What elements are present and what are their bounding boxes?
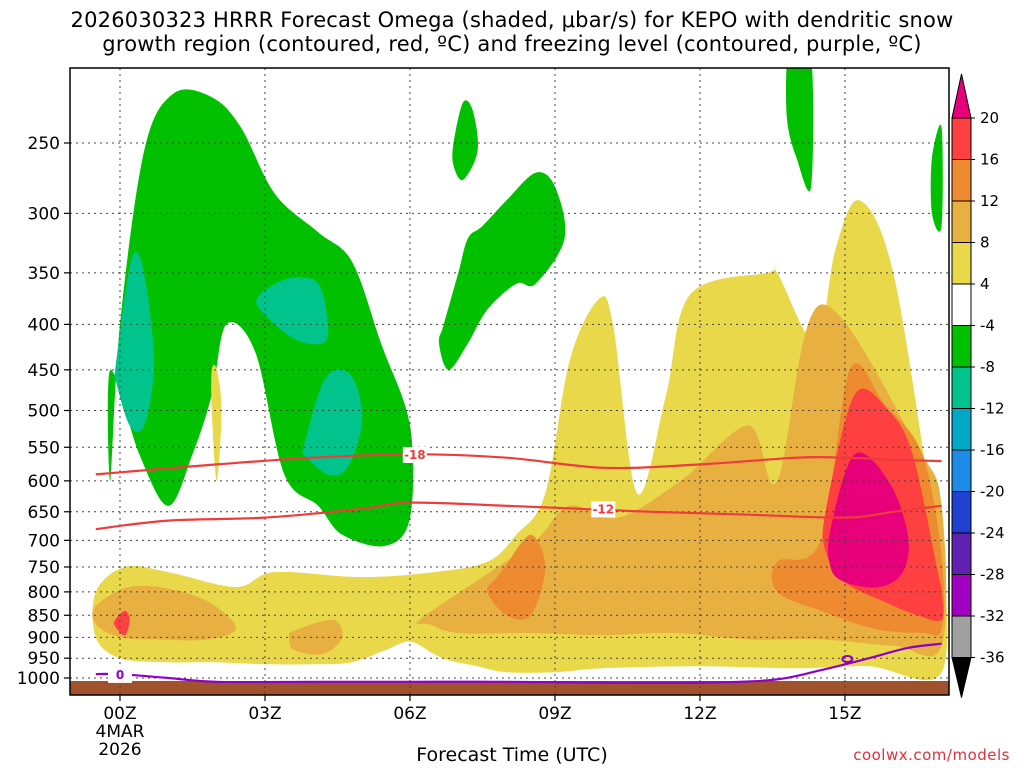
chart-title-line-1: 2026030323 HRRR Forecast Omega (shaded, … <box>70 8 954 32</box>
colorbar-swatch <box>951 408 972 451</box>
y-tick-label: 850 <box>28 606 60 626</box>
omega-region <box>256 277 329 345</box>
chart-title-line-2: growth region (contoured, red, ºC) and f… <box>102 32 922 56</box>
colorbar-label: -4 <box>980 317 995 335</box>
colorbar-label: -36 <box>980 649 1005 667</box>
colorbar-swatch <box>951 242 972 285</box>
y-tick-label: 400 <box>28 315 60 335</box>
omega-region <box>113 251 154 433</box>
isotherm-label: -18 <box>404 448 426 462</box>
omega-region <box>487 534 546 620</box>
y-tick-label: 800 <box>28 583 60 603</box>
y-tick-label: 1000 <box>17 669 60 689</box>
colorbar-swatch <box>951 325 972 368</box>
omega-region <box>114 610 130 636</box>
plot-frame <box>69 67 950 696</box>
omega-region <box>288 619 343 655</box>
x-tick-label: 03Z <box>248 704 281 724</box>
omega-region <box>786 68 814 192</box>
colorbar-label: -24 <box>980 524 1005 542</box>
colorbar-label: -16 <box>980 441 1005 459</box>
isotherm-line <box>95 501 942 531</box>
y-tick-label: 350 <box>28 264 60 284</box>
omega-region <box>211 364 222 481</box>
y-tick-label: 550 <box>28 438 60 458</box>
colorbar-label: -32 <box>980 607 1005 625</box>
x-axis-label: Forecast Time (UTC) <box>416 744 608 766</box>
y-tick-label: 300 <box>28 204 60 224</box>
colorbar-swatch <box>951 615 972 658</box>
omega-region <box>452 100 479 181</box>
colorbar-swatch <box>951 532 972 575</box>
x-tick-label: 06Z <box>393 704 426 724</box>
omega-region <box>930 124 943 232</box>
isotherm-label-bg <box>402 446 427 463</box>
x-tick-label: 09Z <box>538 704 571 724</box>
isotherm-label: 0 <box>116 668 124 682</box>
omega-region <box>827 452 909 588</box>
isotherm-label: -12 <box>592 502 614 516</box>
colorbar-swatch <box>951 159 972 202</box>
isotherm-line <box>95 453 942 476</box>
credit-text[interactable]: coolwx.com/models <box>853 746 1010 764</box>
colorbar-swatch <box>951 117 972 160</box>
colorbar-bottom-triangle <box>951 657 972 698</box>
colorbar-swatch <box>951 366 972 409</box>
isotherm-label-bg <box>108 666 132 683</box>
y-tick-label: 500 <box>28 402 60 422</box>
colorbar-swatch <box>951 491 972 534</box>
y-tick-label: 650 <box>28 503 60 523</box>
colorbar-label: -20 <box>980 483 1005 501</box>
colorbar-swatch <box>951 283 972 326</box>
y-tick-label: 700 <box>28 531 60 551</box>
omega-region <box>438 172 566 370</box>
colorbar-label: 4 <box>980 275 990 293</box>
x-date-label: 4MAR <box>96 722 145 742</box>
colorbar-label: 16 <box>980 151 999 169</box>
x-tick-label: 15Z <box>828 704 861 724</box>
isotherm-line <box>95 642 942 684</box>
colorbar-swatch <box>951 574 972 617</box>
y-tick-label: 450 <box>28 361 60 381</box>
isotherm-label-bg <box>591 501 616 518</box>
ground-strip <box>70 681 949 695</box>
y-tick-label: 600 <box>28 472 60 492</box>
y-tick-label: 250 <box>28 134 60 154</box>
y-tick-label: 950 <box>28 649 60 669</box>
colorbar-label: 8 <box>980 234 990 252</box>
x-tick-label: 00Z <box>103 704 136 724</box>
freezing-level-contour <box>841 655 854 664</box>
y-tick-label: 900 <box>28 628 60 648</box>
omega-region <box>107 89 414 547</box>
colorbar-label: -8 <box>980 358 995 376</box>
y-tick-label: 750 <box>28 558 60 578</box>
colorbar-label: -12 <box>980 400 1005 418</box>
x-tick-label: 12Z <box>683 704 716 724</box>
colorbar-swatch <box>951 200 972 243</box>
colorbar-label: -28 <box>980 566 1005 584</box>
colorbar-top-triangle <box>951 73 972 119</box>
omega-region <box>300 369 363 476</box>
colorbar-label: 12 <box>980 192 999 210</box>
x-date-label: 2026 <box>98 740 141 760</box>
colorbar-label: 20 <box>980 109 999 127</box>
colorbar-swatch <box>951 449 972 492</box>
